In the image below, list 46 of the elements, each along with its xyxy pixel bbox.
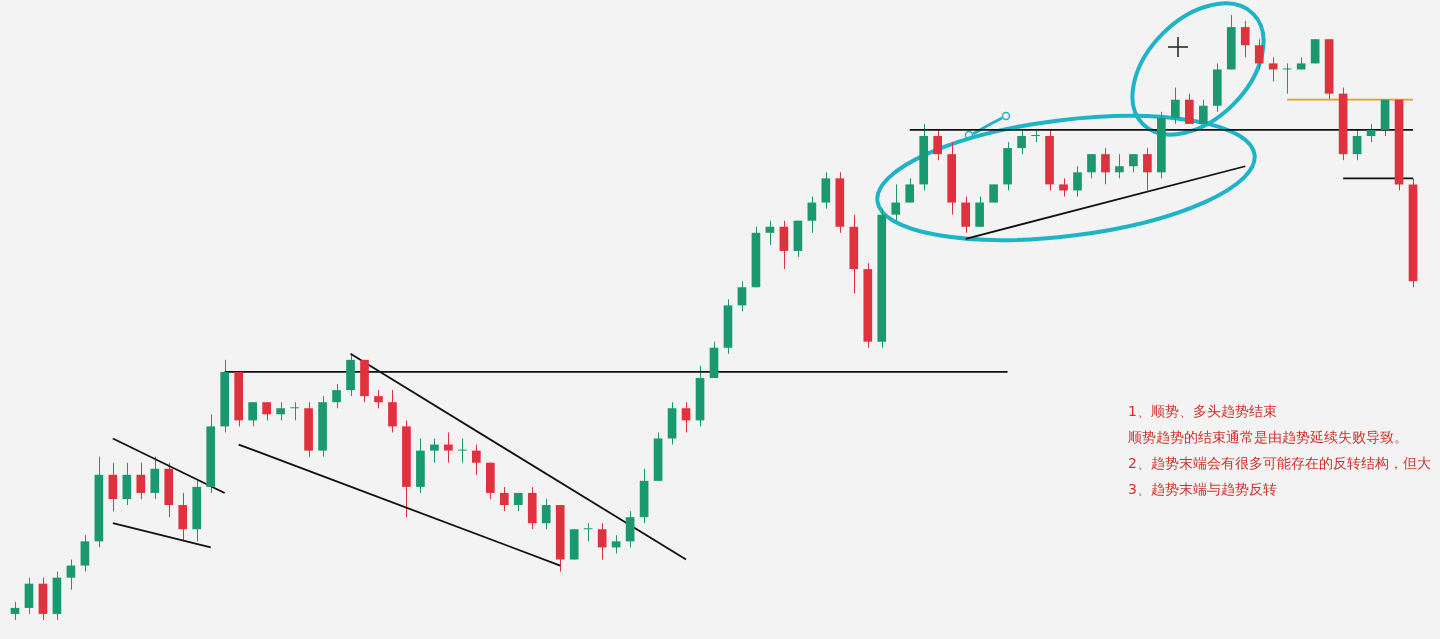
candlestick [989, 183, 998, 204]
candlestick [136, 462, 146, 500]
candlestick [1282, 62, 1292, 95]
annotation: 3、趋势末端与趋势反转 [1128, 480, 1278, 499]
candlestick [1129, 153, 1138, 173]
candlestick [1268, 56, 1278, 83]
candlestick [1254, 38, 1264, 70]
candlestick [332, 383, 341, 409]
candlestick [597, 522, 607, 560]
candlestick [583, 522, 593, 542]
candlestick [248, 401, 257, 427]
candlestick [290, 401, 299, 421]
candlestick [807, 196, 817, 234]
candlestick [1017, 129, 1026, 155]
candlestick [933, 129, 943, 161]
candlestick [444, 431, 453, 464]
candlestick [1073, 165, 1082, 197]
candlestick [1059, 177, 1068, 197]
candlestick [374, 389, 383, 409]
candlestick [1143, 147, 1152, 191]
annotation: 1、顺势、多头趋势结束 [1128, 402, 1278, 421]
candlestick [66, 559, 76, 591]
candlestick [262, 401, 271, 421]
annotation: 顺势趋势的结束通常是由趋势延续失败导致。 [1128, 428, 1409, 447]
candlestick [276, 401, 285, 421]
candlestick [1171, 87, 1180, 125]
candlestick [1352, 129, 1362, 161]
candlestick [1366, 123, 1376, 143]
candlestick [1115, 153, 1124, 179]
candlestick [611, 534, 621, 554]
candlestick [499, 486, 509, 512]
candlestick [541, 498, 551, 530]
candlestick [430, 438, 439, 464]
candlestick [891, 183, 901, 222]
candlestick [681, 401, 691, 433]
candlestick [1101, 147, 1110, 185]
candlestick [458, 438, 467, 464]
candlestick [1240, 20, 1250, 58]
candlestick [1087, 153, 1096, 179]
candlestick [905, 177, 915, 204]
candlestick [1198, 99, 1208, 125]
candlestick [10, 601, 20, 621]
candlestick [737, 280, 747, 312]
candlestick [472, 444, 481, 476]
annotation: 2、趋势末端会有很多可能存在的反转结构，但大 [1128, 454, 1431, 473]
candlestick [765, 220, 775, 246]
